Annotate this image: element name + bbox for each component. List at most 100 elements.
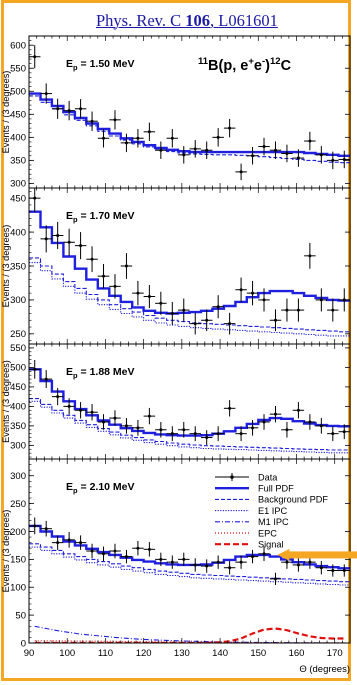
energy-label: Ep = 2.10 MeV — [66, 481, 135, 495]
panel-4: 0 50 100 150 200 250 300 Events / (3 degrees) Ep… — [1, 458, 357, 675]
data-point — [269, 405, 282, 423]
panel-1: 300 350 400 450 500 550 600 Events / (3 degrees… — [1, 35, 351, 190]
data-marker — [239, 170, 243, 174]
data-marker — [205, 148, 209, 152]
annotation-arrow-bar — [287, 551, 357, 559]
data-marker — [193, 322, 197, 326]
y-tick-label: 250 — [10, 329, 26, 340]
panel-1-curves — [29, 45, 350, 181]
data-point — [97, 129, 110, 148]
data-point — [258, 137, 270, 156]
data-point — [109, 274, 121, 299]
x-tick-label: 110 — [98, 648, 113, 659]
y-tick-label: 500 — [10, 363, 26, 374]
data-marker — [90, 410, 94, 414]
data-marker — [285, 151, 289, 155]
data-point — [189, 312, 201, 335]
epc-curve — [34, 640, 345, 643]
reaction-part: - — [262, 56, 265, 67]
data-marker — [136, 136, 140, 140]
data-point — [40, 225, 52, 253]
data-point — [315, 288, 328, 312]
energy-subscript: p — [73, 486, 78, 495]
data-point — [304, 242, 316, 269]
data-marker — [159, 428, 163, 432]
data-marker — [273, 577, 277, 581]
legend-label: Background PDF — [258, 495, 328, 505]
data-point — [51, 388, 64, 406]
energy-subscript: p — [73, 63, 78, 72]
data-marker — [182, 557, 186, 561]
data-point — [189, 140, 201, 158]
data-marker — [56, 395, 60, 399]
data-marker — [170, 432, 174, 436]
data-marker — [90, 549, 94, 553]
data-point — [143, 284, 156, 309]
reaction-part: 11 — [198, 56, 209, 67]
y-tick-label: 400 — [10, 227, 26, 238]
reference-separator: , — [210, 11, 219, 30]
data-point — [166, 129, 179, 148]
y-tick-label: 200 — [10, 527, 26, 538]
data-marker — [79, 107, 83, 111]
data-point — [166, 426, 179, 442]
data-marker — [159, 301, 163, 305]
data-point — [97, 263, 110, 289]
e1-ipc-curve — [29, 546, 350, 586]
data-marker — [124, 555, 128, 559]
energy-symbol: E — [66, 210, 73, 222]
data-marker — [44, 92, 48, 96]
data-marker — [308, 420, 312, 424]
data-marker — [296, 408, 300, 412]
y-tick-label: 0 — [21, 638, 26, 649]
data-point — [63, 532, 75, 548]
data-marker — [170, 560, 174, 564]
y-tick-label: 50 — [15, 610, 26, 621]
data-point — [223, 312, 236, 335]
article-number: L061601 — [218, 11, 278, 30]
data-marker — [159, 148, 163, 152]
data-point — [235, 163, 247, 181]
data-marker — [319, 566, 323, 570]
data-point — [132, 540, 144, 556]
legend-item-bkg: Background PDF — [215, 495, 328, 505]
data-point — [120, 253, 133, 279]
data-point — [223, 118, 236, 138]
x-tick-label: 130 — [174, 648, 190, 659]
energy-symbol: E — [66, 58, 73, 70]
x-tick-label: 120 — [136, 648, 152, 659]
data-marker — [273, 318, 277, 322]
data-point — [132, 129, 144, 148]
data-point — [155, 552, 167, 567]
data-marker — [56, 233, 60, 237]
data-marker — [239, 432, 243, 436]
data-marker — [342, 569, 346, 573]
energy-subscript: p — [73, 215, 78, 224]
orange-highlight-frame — [1, 0, 351, 681]
data-marker — [182, 153, 186, 157]
background-pdf-curve — [29, 257, 350, 333]
data-point — [212, 426, 224, 442]
data-marker — [308, 139, 312, 143]
journal-reference-link[interactable]: Phys. Rev. C 106, L061601 — [96, 11, 278, 31]
full-pdf-curve — [29, 210, 350, 315]
data-marker — [262, 298, 266, 302]
y-axis-label: Events / (3 degrees) — [1, 510, 11, 593]
legend-label: Signal — [258, 540, 284, 550]
data-marker — [56, 107, 60, 111]
data-point — [327, 298, 339, 322]
data-point — [246, 280, 259, 306]
y-tick-label: 450 — [10, 382, 26, 393]
journal-volume: 106 — [185, 11, 210, 30]
data-marker — [251, 426, 255, 430]
energy-label: Ep = 1.50 MeV — [66, 58, 135, 72]
y-tick-label: 300 — [10, 471, 26, 482]
panel-2: 250 300 350 400 450 Events / (3 degrees) Ep = … — [1, 187, 351, 345]
panel-3: 300 350 400 450 500 550 Events / (3 degrees) Ep… — [1, 343, 351, 460]
data-point — [51, 535, 64, 550]
data-marker — [296, 308, 300, 312]
data-point — [235, 555, 247, 569]
x-tick-label: 170 — [327, 648, 343, 659]
